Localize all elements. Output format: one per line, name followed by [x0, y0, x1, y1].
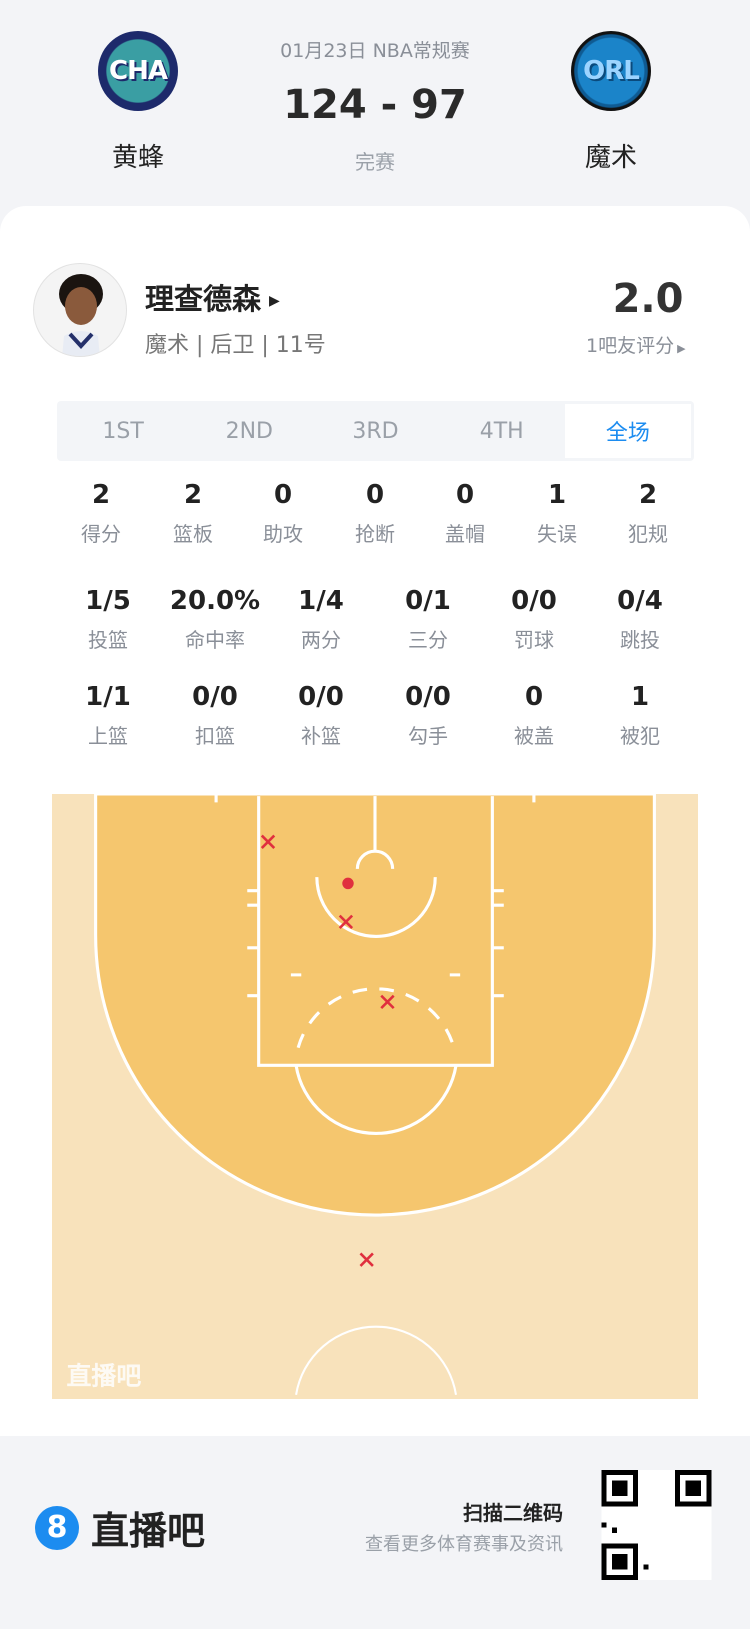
shot-miss-marker: [380, 994, 395, 1010]
scan-subtitle: 查看更多体育赛事及资讯: [365, 1534, 563, 1555]
watermark-logo: 直播吧: [67, 1361, 142, 1390]
shot-miss-marker: [359, 1252, 374, 1267]
stat-value: 1/5: [85, 586, 131, 616]
game-status: 完赛: [355, 150, 395, 174]
stat-label: 两分: [301, 628, 341, 652]
stat-label: 犯规: [628, 522, 668, 546]
stat-label: 被犯: [620, 724, 660, 748]
stat-item: 1 被犯: [585, 682, 695, 749]
stat-value: 1: [630, 682, 650, 712]
game-date-league: 01月23日 NBA常规赛: [280, 40, 470, 62]
stat-value: 2: [91, 480, 111, 510]
stat-value: 1/4: [298, 586, 344, 616]
stat-value: 0/0: [192, 682, 238, 712]
stat-label: 补篮: [301, 724, 341, 748]
stat-item: 2 得分: [46, 480, 156, 547]
stat-label: 命中率: [185, 628, 245, 652]
tab-full-game[interactable]: 全场: [564, 404, 692, 458]
stat-label: 抢断: [355, 522, 395, 546]
stat-item: 1 失误: [502, 480, 612, 547]
stat-value: 0: [455, 480, 475, 510]
tab-1st[interactable]: 1ST: [102, 418, 144, 444]
stat-item: 0/0 扣篮: [160, 682, 270, 749]
stat-item: 2 犯规: [593, 480, 703, 547]
stat-item: 2 篮板: [138, 480, 248, 547]
stat-value: 0: [365, 480, 385, 510]
rating-link[interactable]: 1吧友评分 ▶: [586, 335, 686, 357]
stat-item: 0/4 跳投: [585, 586, 695, 653]
stat-label: 上篮: [88, 724, 128, 748]
game-score: 124 - 97: [283, 82, 467, 128]
stat-label: 盖帽: [445, 522, 485, 546]
stat-item: 0/1 三分: [373, 586, 483, 653]
court-lines: [214, 794, 536, 1396]
stat-label: 助攻: [263, 522, 303, 546]
stat-label: 跳投: [620, 628, 660, 652]
shot-miss-marker: [338, 914, 354, 930]
stat-item: 0 盖帽: [410, 480, 520, 547]
stat-value: 2: [638, 480, 658, 510]
player-name-link[interactable]: 理查德森 ▶: [145, 282, 280, 316]
three-point-area: [94, 794, 656, 1217]
tab-4th[interactable]: 4TH: [479, 418, 524, 444]
period-tabs: 1ST 2ND 3RD 4TH 全场: [57, 401, 694, 461]
stat-value: 20.0%: [169, 586, 261, 616]
shot-made-marker: [342, 877, 354, 890]
caret-right-icon: ▶: [677, 342, 686, 355]
qr-code[interactable]: [600, 1470, 713, 1580]
brand-8-icon: 8: [35, 1505, 79, 1550]
away-team-name[interactable]: 魔术: [584, 143, 637, 173]
stat-label: 篮板: [173, 522, 213, 546]
stat-item: 0/0 补篮: [266, 682, 376, 749]
shot-chart: 直播吧: [52, 794, 698, 1399]
stat-label: 扣篮: [195, 724, 235, 748]
stat-label: 罚球: [514, 628, 554, 652]
stat-label: 三分: [408, 628, 448, 652]
stat-item: 0/0 罚球: [479, 586, 589, 653]
stat-value: 0/0: [298, 682, 344, 712]
stat-item: 0 被盖: [479, 682, 589, 749]
cha-team-logo[interactable]: CHA: [98, 31, 178, 111]
stat-item: 0 助攻: [228, 480, 338, 547]
stat-value: 0/4: [617, 586, 663, 616]
stat-value: 0: [273, 480, 293, 510]
tab-2nd[interactable]: 2ND: [225, 418, 273, 444]
stat-label: 被盖: [514, 724, 554, 748]
stat-value: 0/1: [405, 586, 451, 616]
stat-value: 2: [183, 480, 203, 510]
player-avatar[interactable]: [33, 263, 127, 357]
stat-value: 0/0: [405, 682, 451, 712]
stat-item: 1/5 投篮: [53, 586, 163, 653]
home-team-name[interactable]: 黄蜂: [111, 143, 164, 173]
stat-item: 0/0 勾手: [373, 682, 483, 749]
stat-label: 得分: [81, 522, 121, 546]
tab-3rd[interactable]: 3RD: [352, 418, 399, 444]
stat-label: 投篮: [88, 628, 128, 652]
player-rating: 2.0: [612, 276, 684, 322]
shot-miss-marker: [260, 834, 276, 849]
stat-item: 0 抢断: [320, 480, 430, 547]
stat-value: 1/1: [85, 682, 131, 712]
stat-value: 0: [524, 682, 544, 712]
player-meta: 魔术 | 后卫 | 11号: [145, 333, 326, 358]
stat-value: 1: [547, 480, 567, 510]
stat-item: 20.0% 命中率: [160, 586, 270, 653]
stat-item: 1/1 上篮: [53, 682, 163, 749]
orl-team-logo[interactable]: ORL: [571, 31, 651, 111]
stat-item: 1/4 两分: [266, 586, 376, 653]
caret-right-icon: ▶: [269, 293, 280, 309]
brand-logo: 8 直播吧: [35, 1500, 205, 1555]
stat-value: 0/0: [511, 586, 557, 616]
scan-title: 扫描二维码: [463, 1501, 563, 1525]
stat-label: 勾手: [408, 724, 448, 748]
stat-label: 失误: [537, 522, 577, 546]
